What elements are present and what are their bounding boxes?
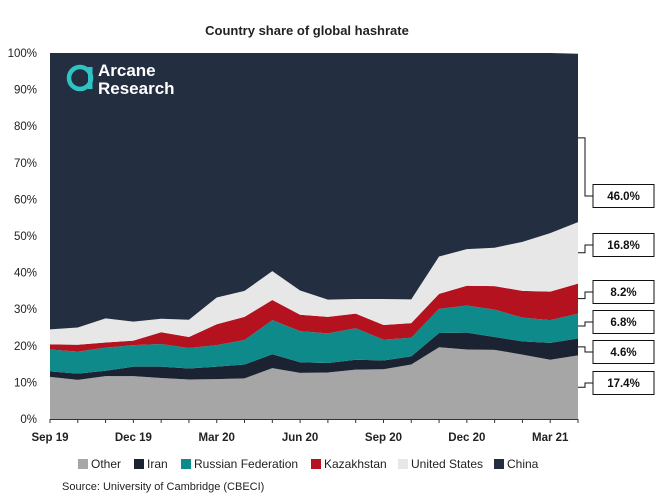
legend-label-russian-federation: Russian Federation — [194, 457, 298, 471]
callout-leader — [578, 137, 593, 197]
area-series-group — [50, 53, 578, 419]
callout-box — [592, 310, 655, 334]
area-kazakhstan — [50, 283, 578, 352]
y-tick-label: 40% — [14, 268, 37, 280]
callout-leader — [578, 382, 593, 388]
y-axis: 0% 10% 20% 30% 40% 50% 60% 70% 80% 90% 100% — [8, 48, 37, 426]
callout-box — [592, 340, 655, 364]
legend-swatch-iran — [134, 459, 144, 469]
callout-box — [592, 280, 655, 304]
legend-swatch-china — [494, 459, 504, 469]
x-axis: Sep 19 Dec 19 Mar 20 Jun 20 Sep 20 Dec 20 Mar … — [31, 419, 579, 444]
legend: Other Iran Russian Federation Kazakhstan Uni… — [78, 457, 539, 471]
x-tick-label: Sep 19 — [31, 432, 68, 444]
x-tick-label: Dec 19 — [115, 432, 152, 444]
area-united-states — [50, 222, 578, 345]
arcane-research-logo: Arcane Research — [66, 61, 175, 98]
legend-swatch-united-states — [398, 459, 408, 469]
legend-swatch-other — [78, 459, 88, 469]
area-russian-federation — [50, 305, 578, 374]
callout-kazakhstan: 8.2% — [610, 287, 636, 299]
callout-leader — [578, 291, 593, 300]
callout-china: 46.0% — [607, 191, 640, 203]
callout-leader — [578, 244, 593, 254]
y-tick-label: 20% — [14, 341, 37, 353]
y-tick-label: 70% — [14, 158, 37, 170]
callout-box — [592, 371, 655, 395]
legend-swatch-kazakhstan — [311, 459, 321, 469]
legend-label-united-states: United States — [411, 457, 483, 471]
callout-leader — [578, 346, 593, 353]
callout-united-states: 16.8% — [607, 240, 640, 252]
y-tick-label: 90% — [14, 85, 37, 97]
value-callouts: 46.0% 16.8% 8.2% 6.8% 4.6% 17.4% — [578, 137, 655, 395]
x-tick-label: Dec 20 — [448, 432, 485, 444]
area-iran — [50, 332, 578, 380]
area-china — [50, 53, 578, 330]
source-note: Source: University of Cambridge (CBECI) — [62, 481, 264, 493]
callout-leader — [578, 321, 593, 327]
x-tick-label: Mar 21 — [532, 432, 569, 444]
x-tick-label: Sep 20 — [365, 432, 402, 444]
logo-line-2: Research — [98, 79, 175, 98]
y-tick-label: 50% — [14, 231, 37, 243]
y-tick-label: 30% — [14, 304, 37, 316]
callout-box — [592, 233, 655, 257]
logo-line-1: Arcane — [98, 61, 156, 80]
area-other — [50, 347, 578, 419]
callout-other: 17.4% — [607, 378, 640, 390]
chart-title: Country share of global hashrate — [205, 23, 409, 38]
legend-label-other: Other — [91, 457, 121, 471]
y-tick-label: 60% — [14, 194, 37, 206]
x-tick-label: Jun 20 — [282, 432, 318, 444]
legend-label-china: China — [507, 457, 539, 471]
legend-label-iran: Iran — [147, 457, 168, 471]
callout-russian-federation: 6.8% — [610, 317, 636, 329]
y-tick-label: 100% — [8, 48, 37, 60]
y-tick-label: 10% — [14, 377, 37, 389]
callout-box — [592, 184, 655, 208]
y-tick-label: 0% — [20, 414, 37, 426]
legend-label-kazakhstan: Kazakhstan — [324, 457, 387, 471]
callout-iran: 4.6% — [610, 347, 636, 359]
x-tick-label: Mar 20 — [199, 432, 235, 444]
arcane-logo-icon-stem — [88, 67, 93, 89]
legend-swatch-russian-federation — [181, 459, 191, 469]
y-tick-label: 80% — [14, 121, 37, 133]
